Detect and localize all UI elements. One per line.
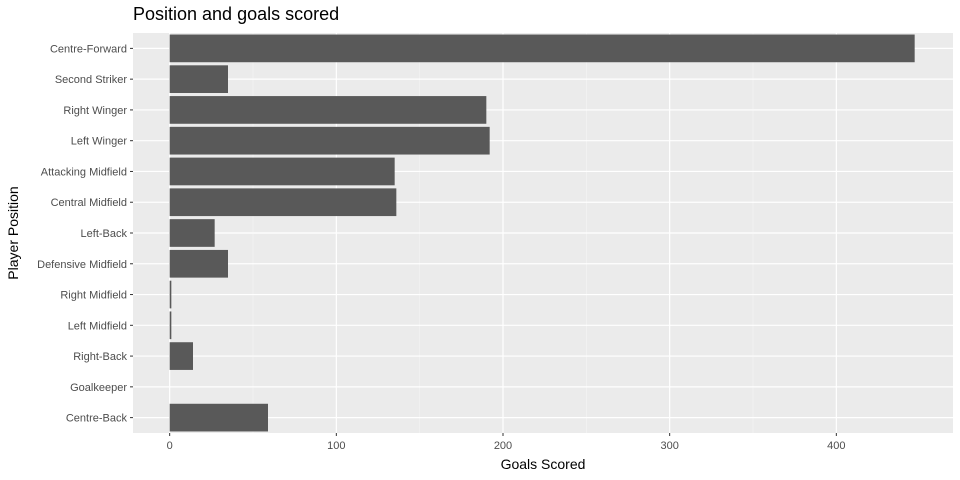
y-tick-label: Defensive Midfield xyxy=(37,259,127,271)
x-axis: 0 100 200 300 400 xyxy=(167,433,846,452)
bar xyxy=(169,34,915,63)
bar xyxy=(169,126,490,155)
x-tick-label: 200 xyxy=(494,440,512,452)
x-tick-label: 300 xyxy=(660,440,678,452)
bar xyxy=(169,96,487,124)
y-tick-label: Right Winger xyxy=(63,105,127,117)
y-tick-label: Central Midfield xyxy=(51,197,127,209)
y-axis-title: Player Position xyxy=(5,186,21,279)
x-tick-label: 400 xyxy=(827,440,845,452)
y-tick-label: Second Striker xyxy=(55,74,127,86)
y-tick-label: Right Midfield xyxy=(60,290,127,302)
bar xyxy=(169,219,215,247)
y-tick-label: Left Midfield xyxy=(68,320,127,332)
bar xyxy=(169,188,397,217)
y-axis: Centre-Forward Second Striker Right Winger… xyxy=(37,43,133,425)
y-tick-label: Left-Back xyxy=(81,228,128,240)
x-axis-title: Goals Scored xyxy=(501,456,586,472)
y-tick-label: Goalkeeper xyxy=(70,382,127,394)
bar xyxy=(169,280,172,309)
bars xyxy=(169,34,915,432)
x-tick-label: 0 xyxy=(167,440,173,452)
y-tick-label: Centre-Forward xyxy=(50,43,127,55)
bar xyxy=(169,403,268,432)
bar xyxy=(169,157,395,186)
y-tick-label: Attacking Midfield xyxy=(41,166,127,178)
chart-title: Position and goals scored xyxy=(133,4,340,24)
bar xyxy=(169,65,228,93)
y-tick-label: Centre-Back xyxy=(66,413,128,425)
x-tick-label: 100 xyxy=(327,440,345,452)
y-tick-label: Right-Back xyxy=(73,351,127,363)
bar xyxy=(169,249,228,278)
bar xyxy=(169,342,193,370)
bar xyxy=(169,311,172,340)
y-tick-label: Left Winger xyxy=(71,136,128,148)
